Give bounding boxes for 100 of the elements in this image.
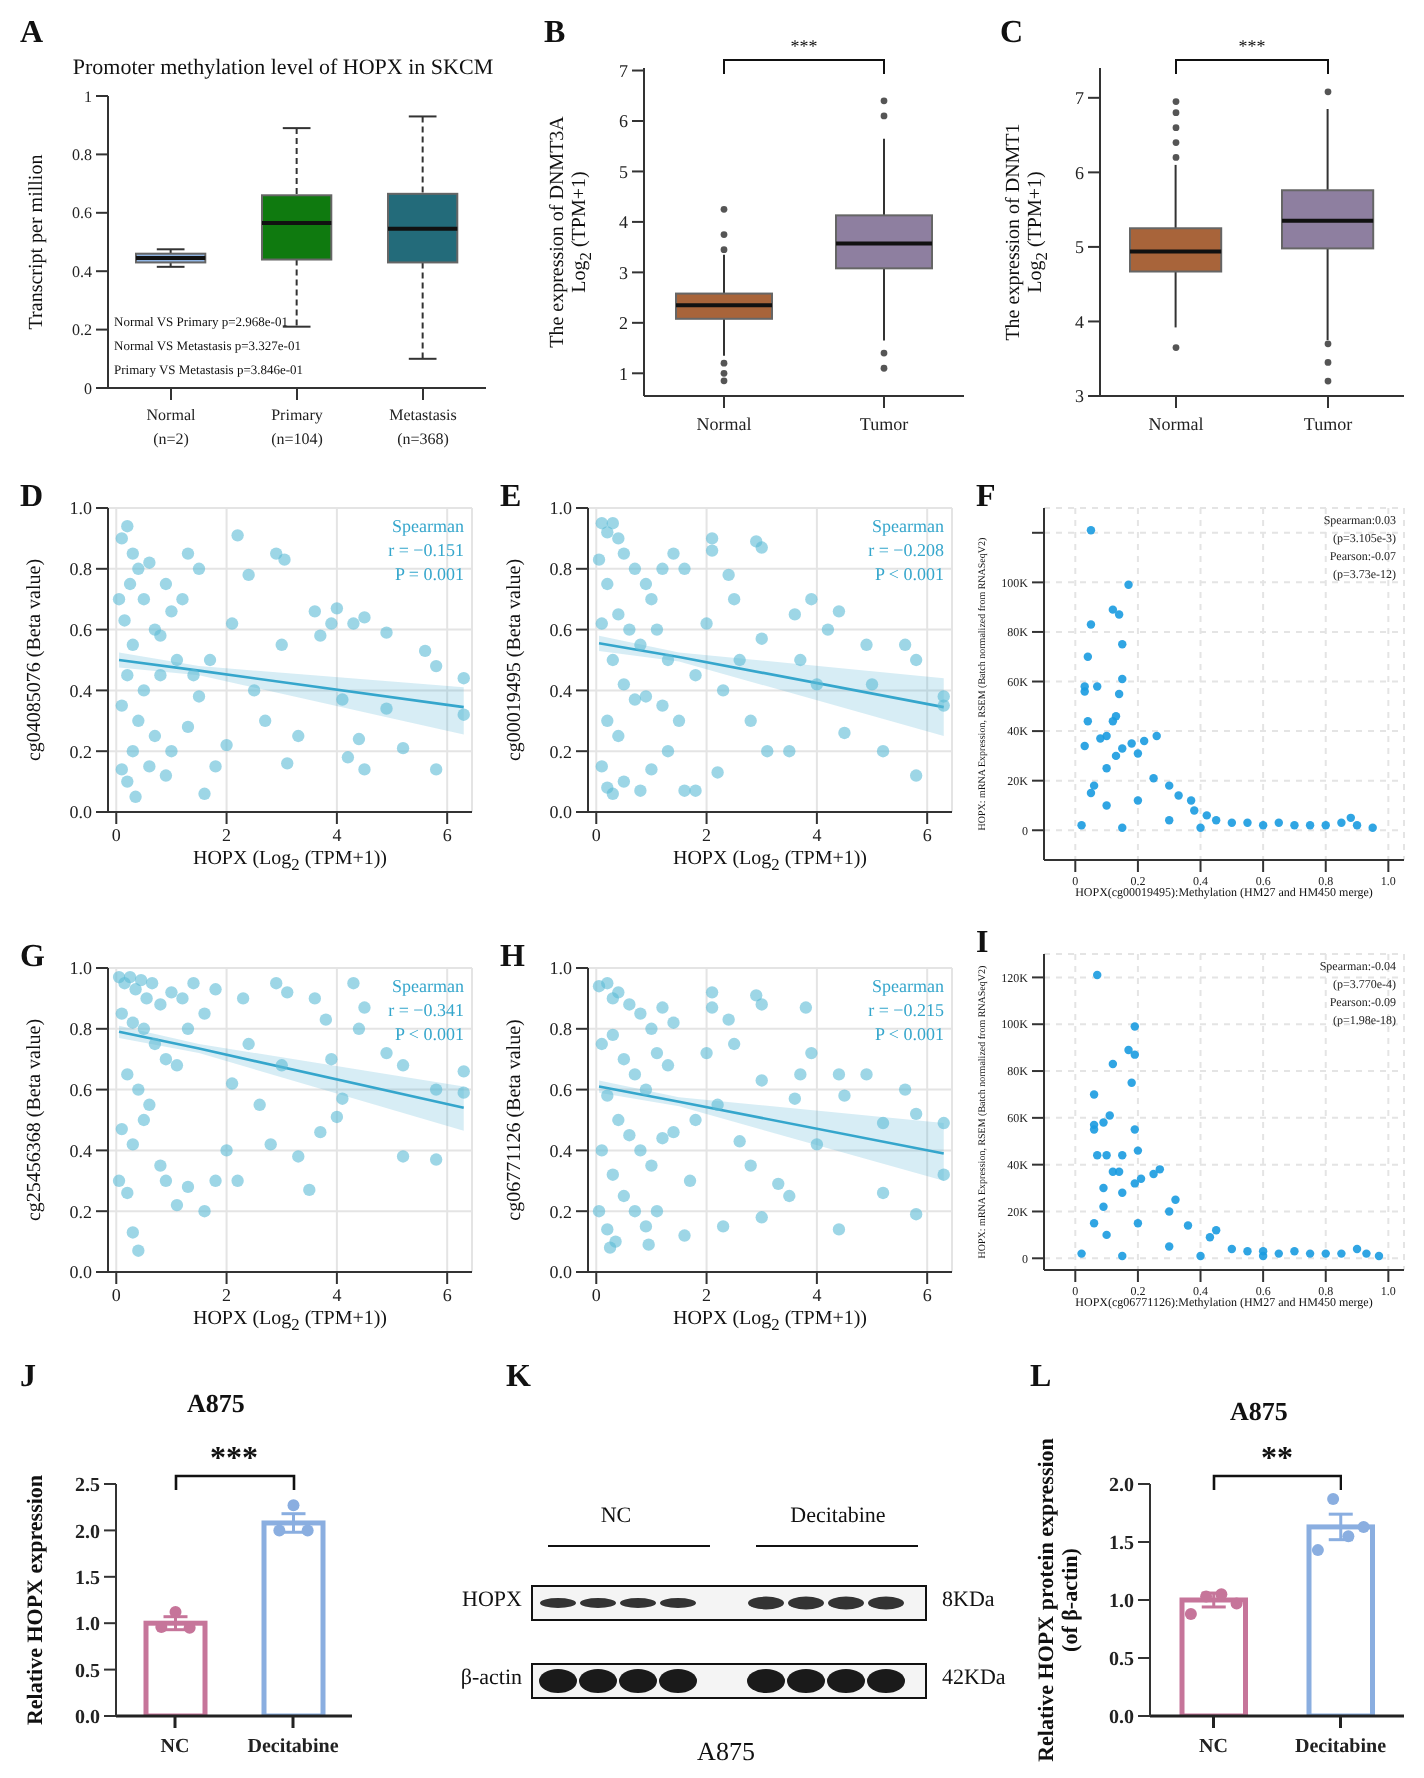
y-tick-label: 6 xyxy=(619,111,629,132)
y-tick-label: 2.0 xyxy=(75,1521,100,1544)
y-tick-label: 0.2 xyxy=(72,321,92,340)
y-tick-label: 0.0 xyxy=(69,1262,93,1283)
point xyxy=(1211,1225,1221,1235)
annotation: Spearman xyxy=(390,514,464,538)
point xyxy=(1096,734,1105,743)
point xyxy=(1108,1059,1118,1069)
text: I xyxy=(976,926,989,962)
x-tick-label: 6 xyxy=(922,1284,933,1305)
text: B xyxy=(544,16,566,52)
point xyxy=(1136,1174,1146,1183)
x-tick-label: 0 xyxy=(111,824,122,845)
x-tick-label: 0 xyxy=(591,1284,602,1305)
text: *** xyxy=(208,1442,260,1478)
x-tick-label: Tumor xyxy=(1303,414,1353,434)
point xyxy=(1202,811,1211,820)
point xyxy=(1124,1045,1133,1055)
y-axis-title: cg00019495 (Beta value) xyxy=(503,558,527,762)
y-axis-title: cg06771126 (Beta value) xyxy=(503,1019,527,1221)
x-tick-label: Metastasis (n=368) xyxy=(389,406,457,448)
point xyxy=(1133,1146,1143,1155)
point xyxy=(1321,821,1330,830)
y-tick-label: 0.0 xyxy=(549,1262,573,1283)
annotation: r = −0.215 xyxy=(866,998,944,1022)
point xyxy=(1368,823,1377,832)
point xyxy=(1165,816,1174,825)
point xyxy=(1108,605,1118,614)
y-axis-title: Transcript per million xyxy=(25,154,49,330)
y-tick-label: 0 xyxy=(84,379,92,398)
x-tick-label: 0 xyxy=(111,1284,122,1305)
point xyxy=(1099,1183,1108,1193)
y-tick-label: 0.6 xyxy=(72,204,92,223)
y-tick-label: 0.0 xyxy=(69,802,93,823)
text: Decitabine xyxy=(790,1504,886,1528)
point xyxy=(1124,580,1133,590)
y-axis-title: cg25456368 (Beta value) xyxy=(23,1018,47,1222)
y-tick-label: 0.8 xyxy=(69,559,93,580)
point xyxy=(1086,620,1096,629)
text: *** xyxy=(788,36,820,56)
x-tick-label: 0 xyxy=(591,824,602,845)
y-tick-label: 1.0 xyxy=(549,498,573,519)
y-tick-label: 0.6 xyxy=(549,619,573,640)
annotation: P < 0.001 xyxy=(393,1022,464,1046)
y-tick-label: 0.8 xyxy=(549,559,573,580)
y-tick-label: 5 xyxy=(619,161,629,182)
annotation: P < 0.001 xyxy=(873,1022,944,1046)
y-tick-label: 4 xyxy=(1075,311,1085,332)
y-tick-label: 0.6 xyxy=(549,1079,573,1100)
text: E xyxy=(500,480,522,516)
point xyxy=(1274,1249,1283,1258)
y-tick-label: 1.0 xyxy=(69,498,93,519)
x-tick-label: 6 xyxy=(922,824,933,845)
y-tick-label: 0.2 xyxy=(549,1201,572,1222)
point xyxy=(1118,823,1127,832)
point xyxy=(1083,652,1093,661)
point xyxy=(1133,796,1143,805)
y-axis-title: Relative HOPX protein expression (of β-actin) xyxy=(1034,1438,1084,1762)
y-tick-label: 0.4 xyxy=(549,680,573,701)
y-tick-label: 1.0 xyxy=(69,958,93,979)
point xyxy=(1227,1244,1237,1254)
y-tick-label: 1 xyxy=(84,87,92,106)
text: K xyxy=(506,1360,531,1396)
point xyxy=(1099,1202,1108,1212)
point xyxy=(1243,1247,1252,1256)
text: A875 xyxy=(697,1736,755,1768)
y-tick-label: 3 xyxy=(619,262,629,283)
point xyxy=(1321,1249,1330,1258)
x-tick-label: 2 xyxy=(702,1284,712,1305)
text: C xyxy=(1000,16,1024,52)
y-tick-label: 1.5 xyxy=(1109,1533,1134,1556)
y-tick-label: 0.4 xyxy=(72,262,92,281)
annotation: r = −0.208 xyxy=(866,538,944,562)
x-tick-label: 6 xyxy=(442,1284,453,1305)
text: 42KDa xyxy=(942,1666,1006,1690)
y-tick-label: 1.5 xyxy=(75,1567,100,1590)
point xyxy=(1149,1169,1158,1179)
text: β-actin xyxy=(458,1666,522,1690)
point xyxy=(1149,773,1158,783)
point xyxy=(1290,1247,1299,1256)
text: D xyxy=(20,480,44,516)
point xyxy=(1102,801,1111,810)
point xyxy=(1077,821,1086,830)
text: L xyxy=(1030,1360,1052,1396)
point xyxy=(1077,1249,1086,1258)
x-axis-title: HOPX (Log$_{2}$ (TPM+1)) xyxy=(670,848,870,874)
y-tick-label: 0.4 xyxy=(69,1140,93,1161)
y-tick-label: 2 xyxy=(619,313,628,334)
point xyxy=(1127,1078,1136,1087)
point xyxy=(1102,1230,1111,1240)
text: 8KDa xyxy=(942,1588,995,1612)
y-tick-label: 0.2 xyxy=(69,741,92,762)
point xyxy=(1111,751,1121,761)
point xyxy=(1105,1111,1114,1120)
point xyxy=(1118,1188,1127,1197)
point xyxy=(1211,816,1221,825)
chart-title: A875 xyxy=(185,1388,247,1420)
point xyxy=(1118,744,1127,753)
x-tick-label: 4 xyxy=(812,824,823,845)
point xyxy=(1352,1244,1362,1254)
